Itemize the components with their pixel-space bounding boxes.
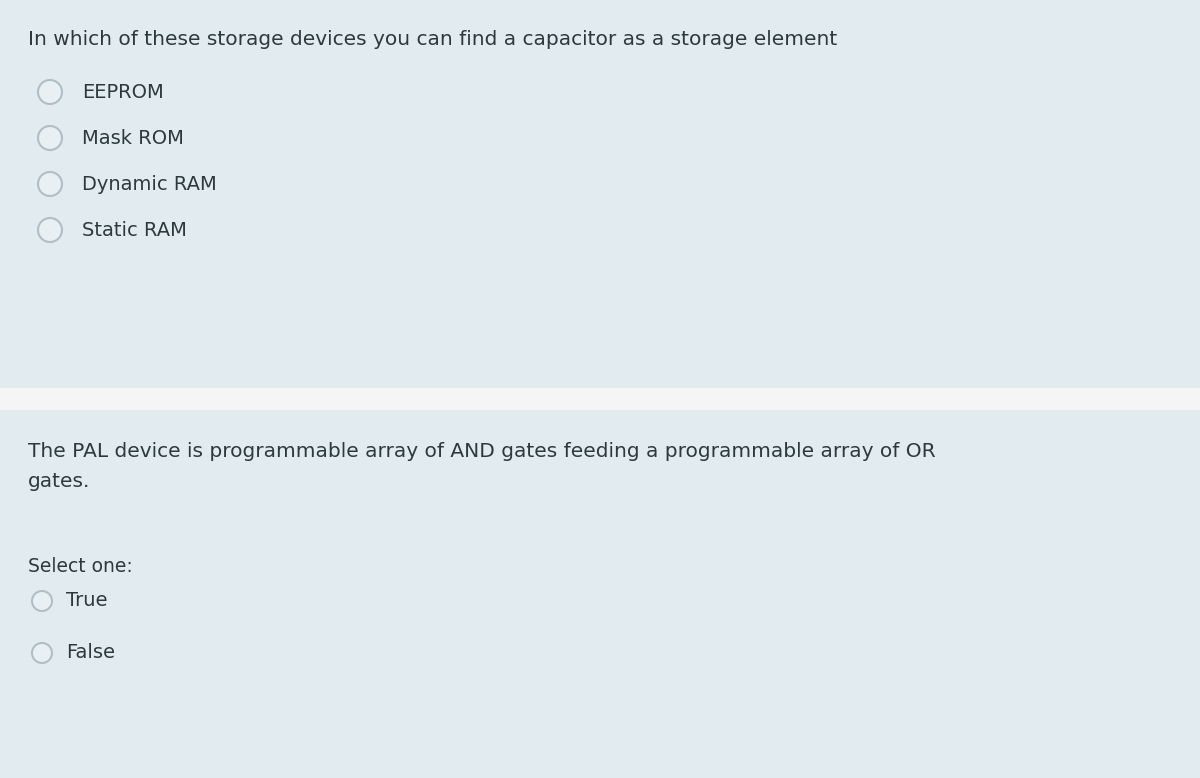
Text: Mask ROM: Mask ROM [82,128,184,148]
Text: EEPROM: EEPROM [82,82,163,101]
Text: False: False [66,643,115,663]
Text: In which of these storage devices you can find a capacitor as a storage element: In which of these storage devices you ca… [28,30,838,49]
Circle shape [38,126,62,150]
FancyBboxPatch shape [0,388,1200,410]
Text: Dynamic RAM: Dynamic RAM [82,174,217,194]
Text: True: True [66,591,108,611]
Circle shape [38,172,62,196]
Circle shape [38,218,62,242]
Circle shape [32,591,52,611]
FancyBboxPatch shape [0,0,1200,388]
Text: Static RAM: Static RAM [82,220,187,240]
Text: The PAL device is programmable array of AND gates feeding a programmable array o: The PAL device is programmable array of … [28,442,936,490]
FancyBboxPatch shape [0,410,1200,778]
Text: Select one:: Select one: [28,557,133,576]
Circle shape [38,80,62,104]
Circle shape [32,643,52,663]
